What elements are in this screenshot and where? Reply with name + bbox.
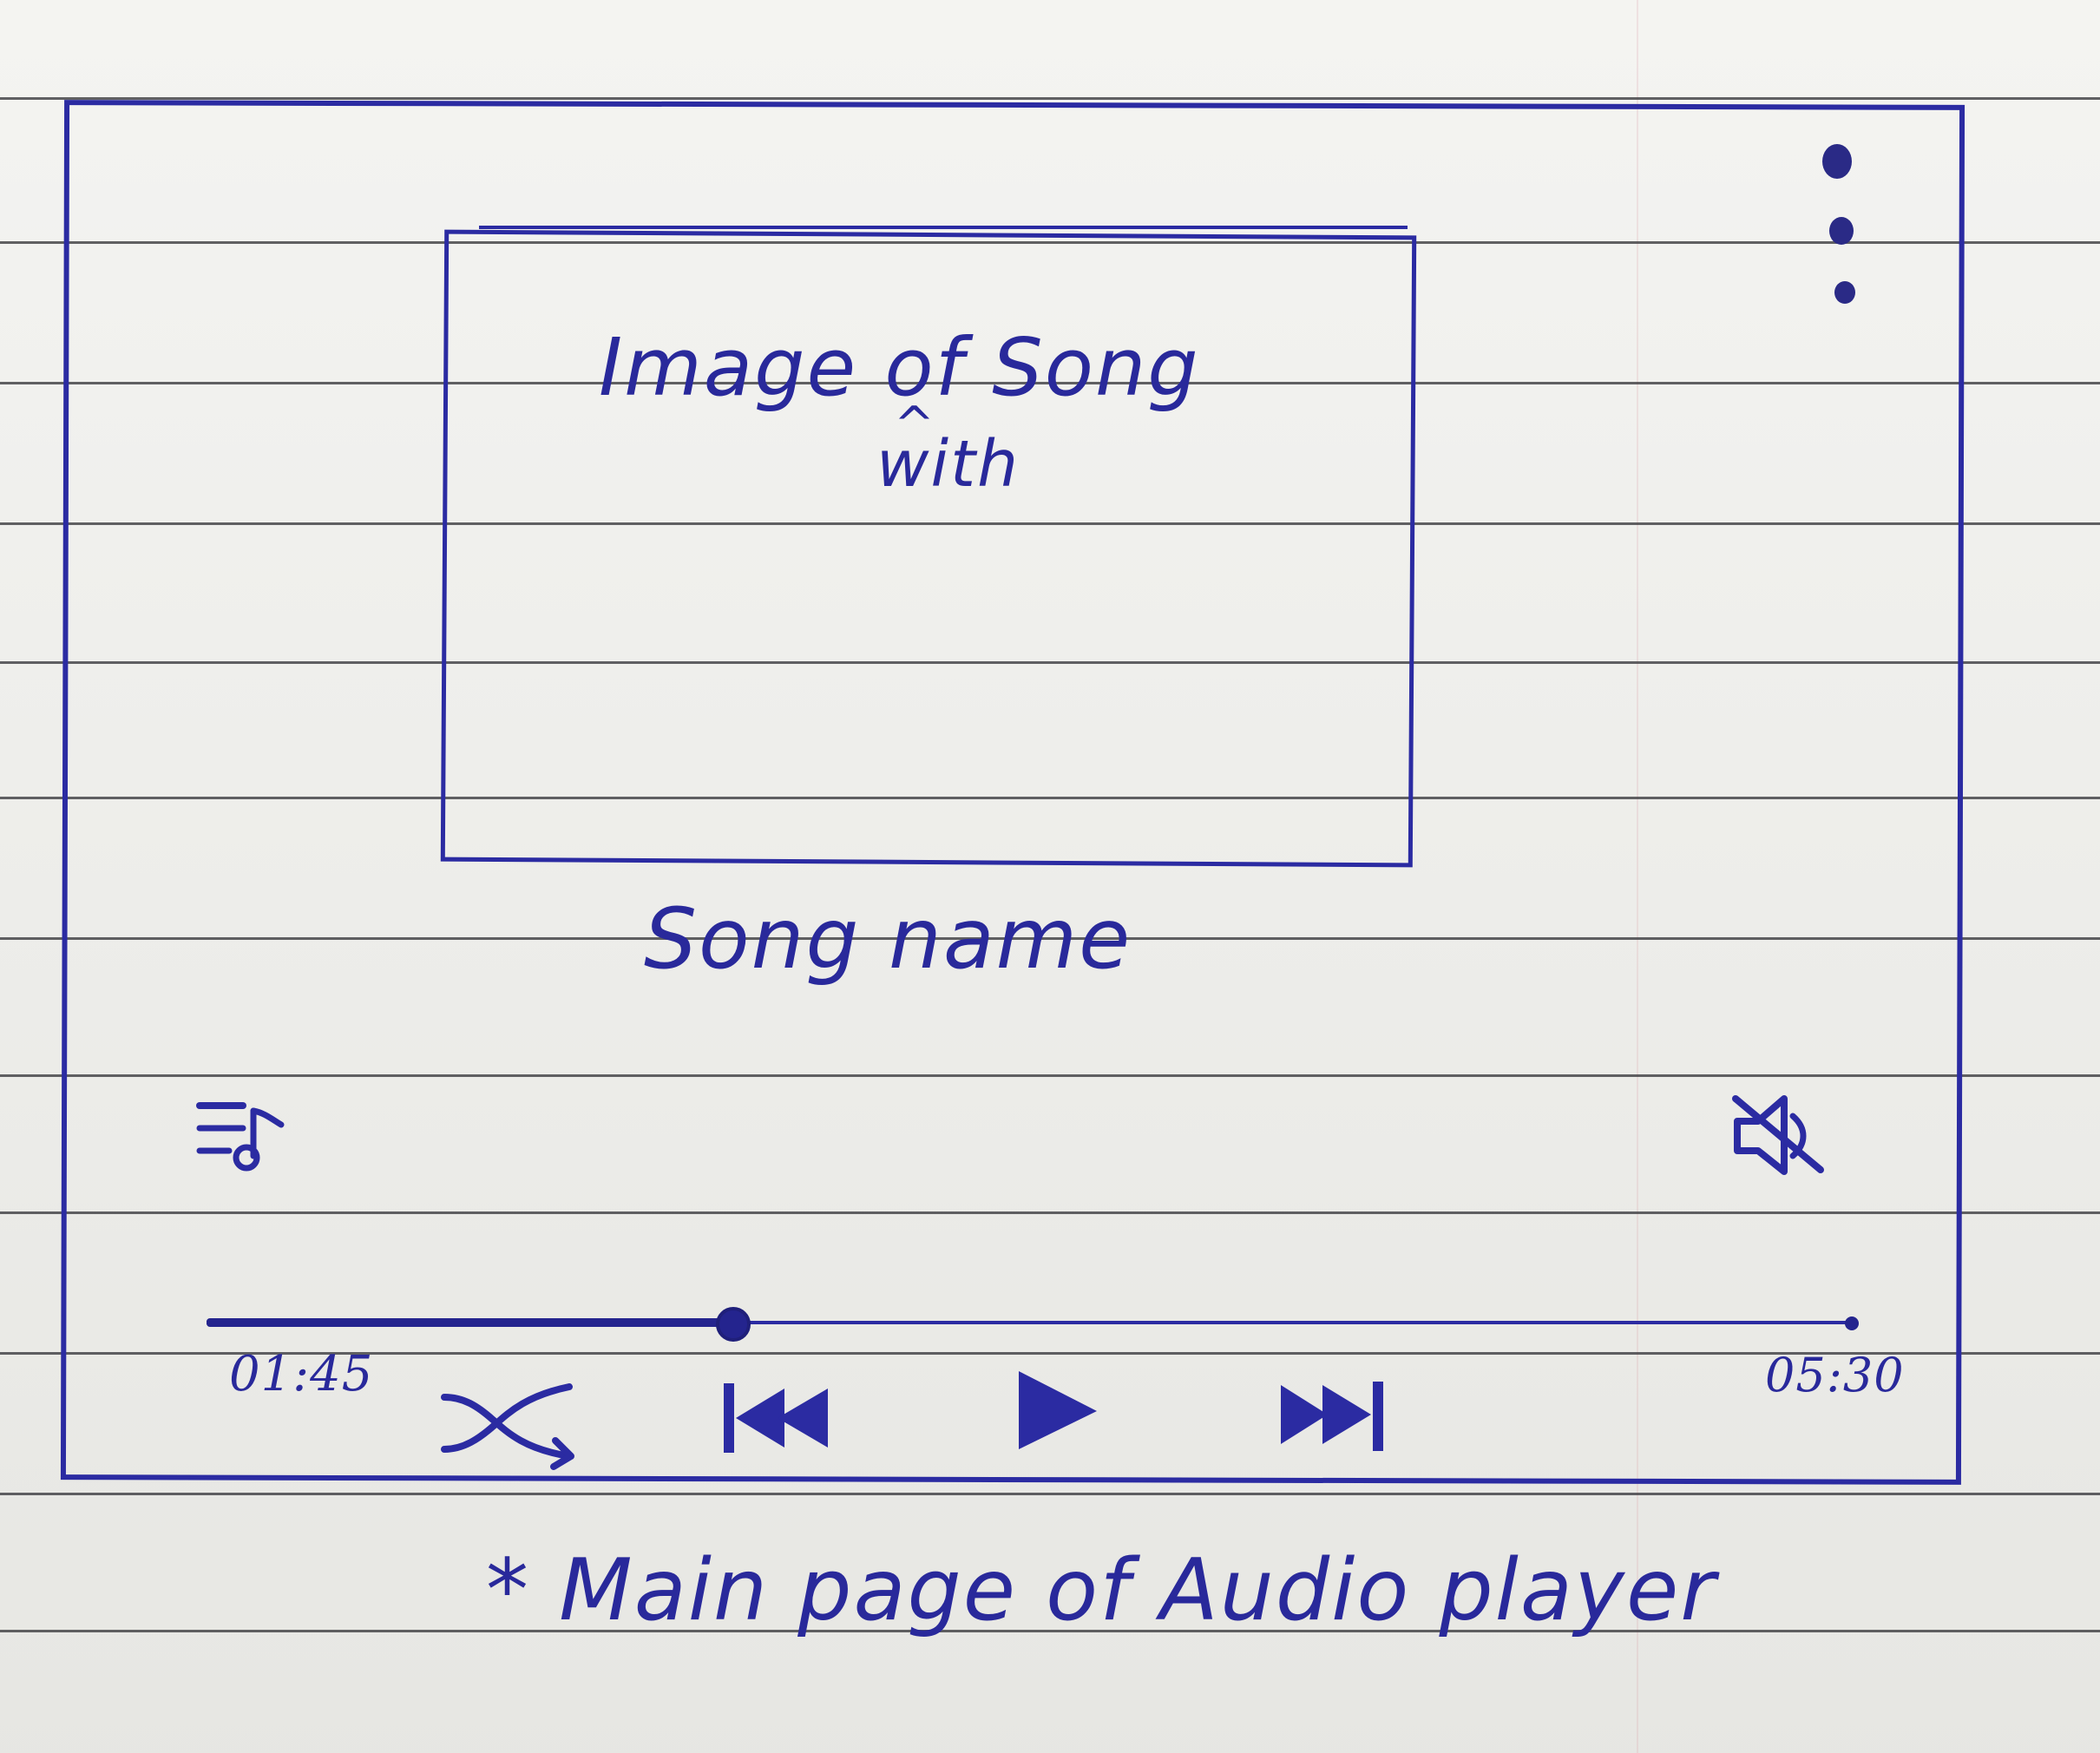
current-time: 01:45: [229, 1346, 374, 1402]
shuffle-button[interactable]: [439, 1371, 587, 1474]
more-vertical-icon: [1822, 144, 1852, 179]
insert-caret: ^: [894, 397, 936, 453]
more-menu-button[interactable]: [1814, 139, 1860, 321]
paper-rule: [0, 1074, 2100, 1077]
mute-button[interactable]: [1727, 1090, 1831, 1180]
sketch-caption: * Main page of Audio player: [486, 1541, 1717, 1640]
more-vertical-icon: [1834, 281, 1855, 304]
shuffle-icon: [441, 1383, 574, 1470]
skip-next-icon: [1281, 1382, 1383, 1451]
album-art-label: Image of Song: [599, 321, 1200, 414]
paper-rule: [0, 522, 2100, 525]
total-time: 05:30: [1765, 1348, 1905, 1402]
next-button[interactable]: [1274, 1375, 1404, 1456]
playlist-button[interactable]: [193, 1095, 295, 1173]
paper-rule: [0, 97, 2100, 100]
seek-bar-track: [207, 1321, 1852, 1324]
skip-previous-icon: [724, 1383, 828, 1453]
seek-bar[interactable]: [207, 1307, 1859, 1342]
song-title: Song name: [644, 890, 1132, 988]
paper-rule: [0, 797, 2100, 799]
paper-rule: [0, 937, 2100, 940]
paper-rule: [0, 241, 2100, 244]
paper-margin-line: [1637, 0, 1638, 1753]
paper-rule: [0, 661, 2100, 664]
paper-rule: [0, 1211, 2100, 1214]
previous-button[interactable]: [715, 1375, 849, 1460]
more-vertical-icon: [1829, 217, 1854, 245]
paper-rule: [0, 1630, 2100, 1632]
paper-rule: [0, 1352, 2100, 1355]
seek-bar-end-cap: [1845, 1316, 1859, 1330]
play-icon: [1019, 1371, 1097, 1449]
mute-icon: [1732, 1095, 1824, 1175]
seek-bar-progress: [207, 1318, 733, 1327]
seek-bar-handle[interactable]: [715, 1307, 751, 1342]
playlist-icon: [196, 1102, 285, 1172]
album-art-top-edge: [479, 226, 1408, 229]
paper-rule: [0, 382, 2100, 384]
album-art-label-with: with: [876, 427, 1020, 502]
paper-rule: [0, 1493, 2100, 1495]
play-button[interactable]: [1007, 1362, 1109, 1458]
